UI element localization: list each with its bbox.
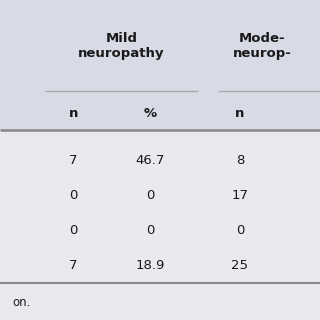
Text: 8: 8 [236,154,244,166]
Text: 0: 0 [69,189,78,202]
Text: 46.7: 46.7 [136,154,165,166]
Text: 0: 0 [236,224,244,237]
Text: 7: 7 [69,259,78,272]
Text: 0: 0 [146,224,155,237]
Text: 18.9: 18.9 [136,259,165,272]
Text: Mode-
neurop-: Mode- neurop- [233,32,292,60]
Text: on.: on. [13,296,31,309]
Bar [0,130,320,320]
Text: 0: 0 [146,189,155,202]
Text: Mild
neuropathy: Mild neuropathy [78,32,165,60]
Text: 0: 0 [69,224,78,237]
Text: n: n [69,107,78,120]
Text: %: % [144,107,157,120]
Text: n: n [235,107,245,120]
Bar [0,0,320,130]
Text: 17: 17 [231,189,249,202]
Text: 25: 25 [231,259,249,272]
Text: 7: 7 [69,154,78,166]
